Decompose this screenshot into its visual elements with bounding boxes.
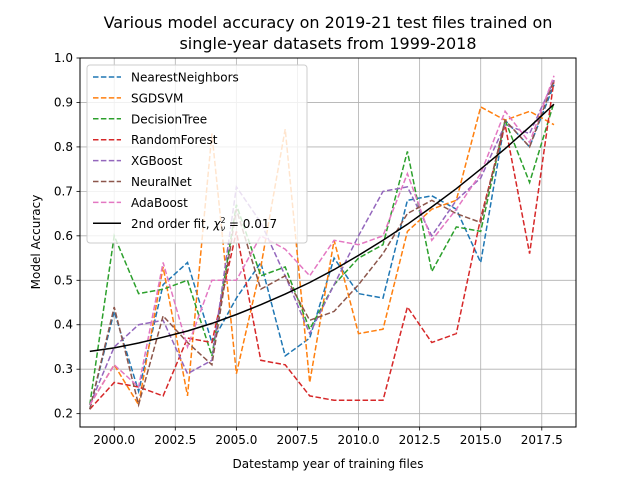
y-tick-label: 1.0 [54, 51, 73, 65]
y-tick-label: 0.3 [54, 362, 73, 376]
legend-label: RandomForest [131, 133, 218, 147]
x-tick-label: 2002.5 [154, 433, 196, 447]
series-line-7 [89, 103, 555, 353]
legend-label: AdaBoost [131, 196, 188, 210]
legend-box [86, 64, 308, 244]
y-tick-label: 0.9 [54, 95, 73, 109]
legend-label: XGBoost [131, 154, 183, 168]
x-tick-label: 2007.5 [276, 433, 318, 447]
y-tick-label: 0.2 [54, 407, 73, 421]
series-line-5 [89, 79, 555, 410]
series-line-2 [89, 102, 555, 405]
series-line-0 [89, 84, 555, 410]
x-axis-label: Datestamp year of training files [233, 457, 424, 471]
y-axis-label: Model Accuracy [29, 195, 43, 290]
x-tick-label: 2010.0 [338, 433, 380, 447]
legend-label: 2nd order fit, χ2 ν = 0.017 [131, 216, 277, 233]
legend-label: NearestNeighbors [131, 71, 239, 85]
y-tick-label: 0.5 [54, 273, 73, 287]
series-line-3 [89, 80, 555, 410]
chart-title: Various model accuracy on 2019-21 test f… [104, 13, 553, 32]
y-tick-label: 0.4 [54, 318, 73, 332]
x-tick-label: 2015.0 [460, 433, 502, 447]
legend-label: DecisionTree [131, 112, 207, 126]
x-tick-label: 2005.0 [215, 433, 257, 447]
x-tick-label: 2000.0 [93, 433, 135, 447]
x-tick-label: 2012.5 [399, 433, 441, 447]
legend-label: SGDSVM [131, 91, 183, 105]
series-line-6 [89, 75, 555, 406]
series-lines [89, 75, 555, 410]
chart-subtitle: single-year datasets from 1999-2018 [179, 34, 476, 53]
plot-frame [79, 57, 577, 428]
legend: NearestNeighbors SGDSVM DecisionTree Random… [86, 64, 308, 244]
y-tick-label: 0.7 [54, 184, 73, 198]
series-line-4 [89, 79, 555, 406]
x-tick-label: 2017.5 [521, 433, 563, 447]
axis-ticks: 2000.0 2002.5 2005.0 2007.5 2010.0 2012.5 2015… [54, 51, 563, 447]
legend-label: NeuralNet [131, 175, 192, 189]
y-tick-label: 0.8 [54, 140, 73, 154]
y-tick-label: 0.6 [54, 229, 73, 243]
